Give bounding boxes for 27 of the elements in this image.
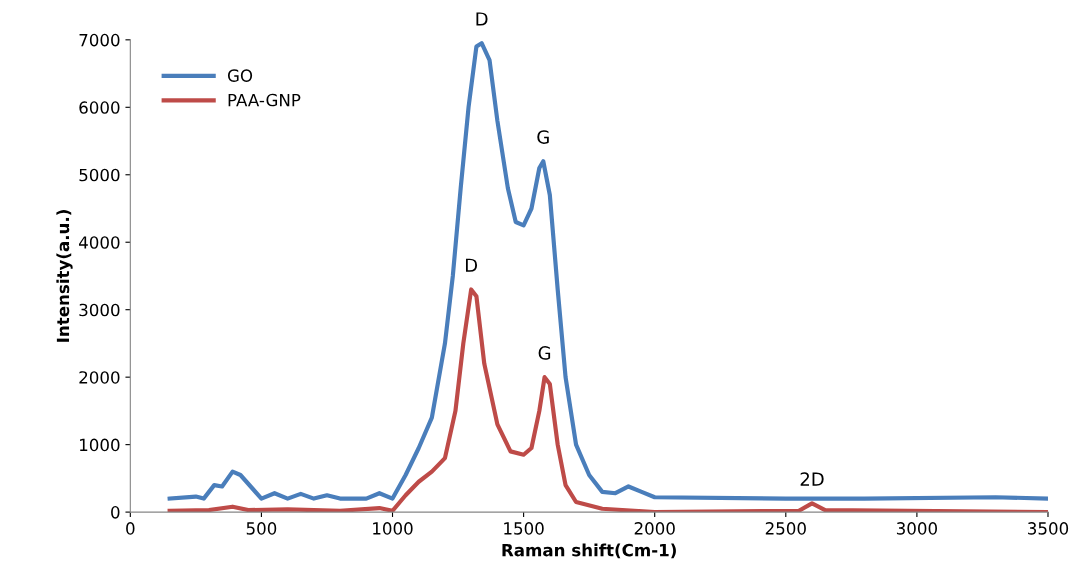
line-series <box>167 287 1048 513</box>
annotation: D <box>465 258 478 272</box>
annotation: G <box>538 346 551 360</box>
x-tick-label: 0 <box>126 522 135 535</box>
y-tick-label: 1000 <box>80 438 120 452</box>
y-tick-label: 0 <box>111 506 120 519</box>
x-tick-label: 3000 <box>896 522 937 535</box>
x-axis-title: Raman shift(Cm-1) <box>502 543 676 559</box>
x-tick-label: 3500 <box>1028 522 1069 535</box>
legend-label: GO <box>227 69 253 82</box>
x-tick-label: 500 <box>246 522 277 535</box>
y-tick-label: 7000 <box>79 33 120 47</box>
x-tick-label: 2500 <box>765 522 806 535</box>
y-tick-label: 3000 <box>79 303 120 317</box>
annotation: 2D <box>800 472 824 486</box>
annotation: G <box>537 130 549 144</box>
y-tick-label: 5000 <box>79 168 120 182</box>
x-tick-label: 2000 <box>634 522 675 535</box>
x-tick-label: 1000 <box>373 522 413 535</box>
y-tick-label: 4000 <box>79 236 120 249</box>
legend-label: PAA-GNP <box>228 93 301 107</box>
line-series <box>167 41 1048 501</box>
y-tick-label: 6000 <box>79 101 120 114</box>
y-axis-title: Intensity(a.u.) <box>56 210 73 342</box>
annotation: D <box>476 12 488 26</box>
x-tick-label: 1500 <box>504 522 544 535</box>
y-tick-label: 2000 <box>79 371 120 384</box>
